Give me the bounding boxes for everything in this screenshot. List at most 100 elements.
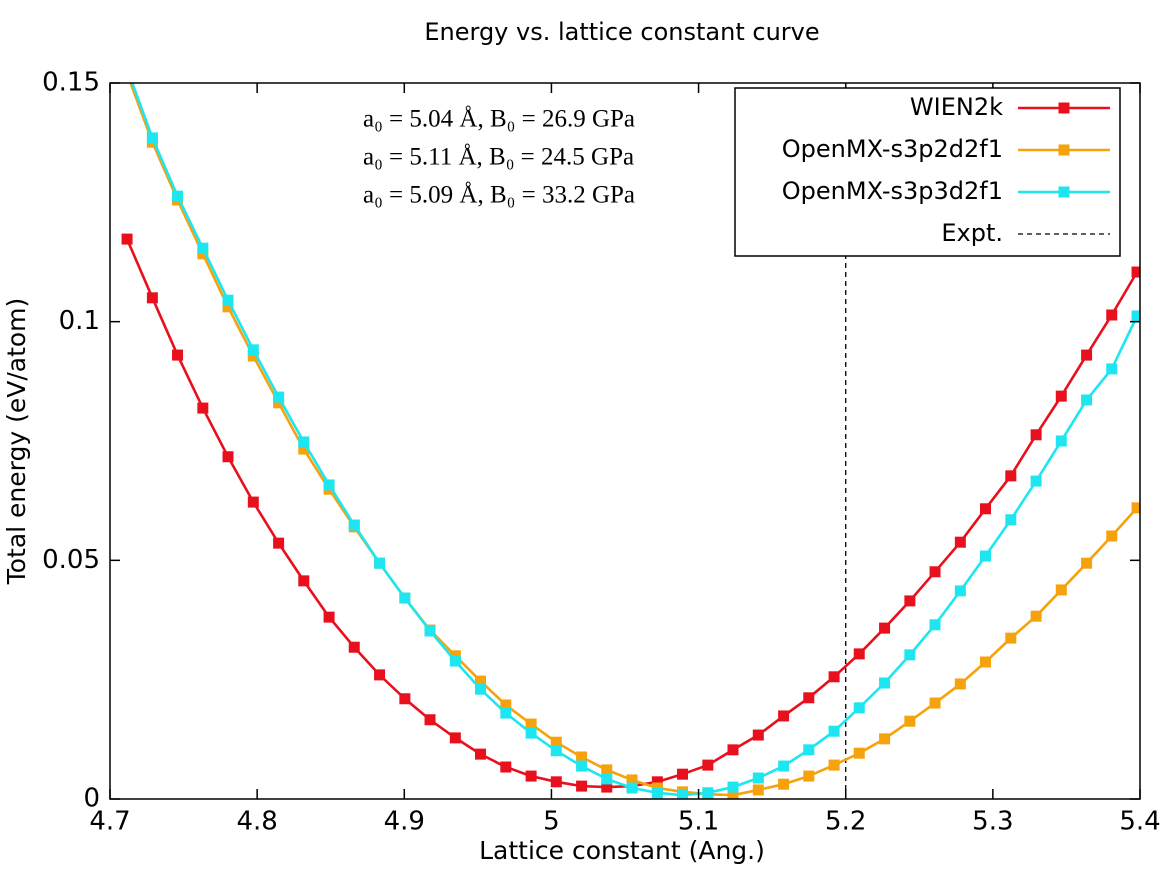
point-marker: [1005, 470, 1017, 482]
legend-label: WIEN2k: [910, 93, 1003, 121]
point-marker: [449, 732, 461, 744]
point-marker: [298, 575, 310, 587]
point-marker: [954, 585, 966, 597]
point-marker: [475, 683, 487, 695]
point-marker: [121, 233, 133, 245]
point-marker: [500, 699, 512, 711]
x-tick-label: 5.1: [678, 807, 719, 837]
point-marker: [1081, 394, 1093, 406]
point-marker: [1106, 530, 1118, 542]
point-marker: [500, 707, 512, 719]
legend-marker: [1058, 186, 1070, 198]
point-marker: [273, 397, 285, 409]
point-marker: [550, 776, 562, 788]
point-marker: [1131, 502, 1140, 514]
point-marker: [222, 294, 234, 306]
point-marker: [273, 537, 285, 549]
point-marker: [1030, 429, 1042, 441]
point-marker: [399, 693, 411, 705]
point-marker: [879, 677, 891, 689]
chart-title: Energy vs. lattice constant curve: [424, 18, 819, 46]
point-marker: [626, 782, 638, 794]
point-marker: [601, 773, 613, 785]
point-marker: [222, 301, 234, 313]
point-marker: [172, 190, 184, 202]
point-marker: [550, 736, 562, 748]
point-marker: [980, 656, 991, 668]
point-marker: [853, 747, 865, 759]
point-marker: [752, 784, 764, 796]
x-tick-label: 5.3: [972, 807, 1013, 837]
point-marker: [1030, 610, 1042, 622]
point-marker: [904, 595, 916, 607]
point-marker: [197, 242, 209, 254]
point-marker: [197, 248, 209, 260]
point-marker: [677, 789, 689, 799]
y-tick-label: 0.15: [42, 68, 100, 98]
point-marker: [222, 451, 234, 463]
y-axis-label: Total energy (eV/atom): [2, 298, 31, 586]
point-marker: [576, 760, 588, 772]
x-tick-label: 4.7: [89, 807, 130, 837]
point-marker: [1106, 309, 1118, 321]
point-marker: [752, 772, 764, 784]
point-marker: [853, 648, 865, 660]
point-marker: [374, 669, 386, 681]
point-marker: [904, 649, 916, 661]
point-marker: [601, 781, 613, 793]
point-marker: [954, 536, 966, 548]
point-marker: [298, 436, 310, 448]
point-marker: [702, 759, 714, 771]
point-marker: [727, 789, 739, 799]
point-marker: [803, 770, 815, 782]
point-marker: [929, 619, 941, 631]
point-marker: [1106, 363, 1118, 375]
point-marker: [702, 787, 714, 799]
point-marker: [146, 132, 158, 144]
x-tick-label: 4.8: [236, 807, 277, 837]
x-tick-label: 5: [543, 807, 560, 837]
point-marker: [828, 671, 840, 683]
point-marker: [727, 744, 739, 756]
point-marker: [1005, 514, 1017, 526]
point-marker: [980, 503, 991, 515]
point-marker: [122, 63, 133, 74]
plot-area: [121, 63, 1140, 799]
point-marker: [651, 776, 663, 788]
point-marker: [879, 622, 891, 634]
point-marker: [424, 714, 436, 726]
point-marker: [576, 751, 588, 763]
y-tick-label: 0: [83, 784, 100, 814]
point-marker: [146, 292, 158, 304]
point-marker: [348, 519, 360, 531]
point-marker: [273, 391, 285, 403]
point-marker: [803, 744, 815, 756]
point-marker: [929, 697, 941, 709]
point-marker: [980, 550, 991, 562]
point-marker: [1131, 266, 1140, 278]
plot-frame: [109, 82, 1141, 800]
point-marker: [853, 702, 865, 714]
point-marker: [525, 727, 537, 739]
y-tick-label: 0.1: [59, 306, 100, 336]
annotation: a₀ = 5.04 Å, B₀ = 26.9 GPa: [363, 106, 635, 133]
point-marker: [1055, 584, 1067, 596]
y-tick-label: 0.05: [42, 545, 100, 575]
point-marker: [172, 349, 184, 361]
point-marker: [954, 678, 966, 690]
x-axis-label: Lattice constant (Ang.): [479, 836, 765, 865]
point-marker: [247, 350, 259, 362]
x-tick-label: 4.9: [384, 807, 425, 837]
point-marker: [1055, 435, 1067, 447]
point-marker: [247, 496, 259, 508]
point-marker: [929, 566, 941, 578]
point-marker: [122, 68, 133, 79]
legend-label: OpenMX-s3p3d2f1: [782, 177, 1003, 205]
point-marker: [576, 780, 588, 792]
x-tick-label: 5.4: [1119, 807, 1160, 837]
point-marker: [298, 443, 310, 455]
legend-marker: [1058, 102, 1070, 114]
point-marker: [828, 759, 840, 771]
point-marker: [323, 479, 335, 491]
